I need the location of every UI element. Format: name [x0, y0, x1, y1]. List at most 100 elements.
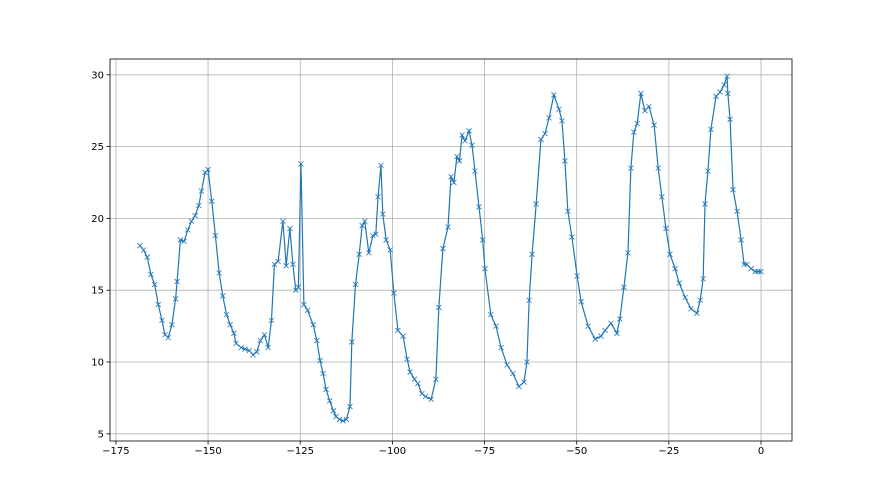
- marker: [459, 132, 465, 138]
- x-tick-label: −75: [474, 446, 495, 457]
- marker: [725, 90, 731, 97]
- marker: [651, 122, 657, 128]
- marker: [317, 357, 323, 364]
- marker: [231, 330, 237, 337]
- marker: [301, 301, 307, 308]
- marker: [569, 234, 575, 240]
- marker: [638, 90, 644, 97]
- marker: [227, 321, 233, 328]
- marker: [295, 284, 302, 291]
- y-tick-label: 30: [91, 70, 104, 81]
- marker: [565, 208, 571, 215]
- marker: [682, 294, 688, 301]
- marker: [155, 301, 162, 308]
- marker: [400, 333, 406, 339]
- x-tick-label: −150: [194, 446, 221, 457]
- marker: [253, 349, 260, 355]
- marker: [340, 418, 346, 424]
- marker: [482, 265, 488, 272]
- marker: [479, 237, 486, 243]
- marker: [177, 237, 184, 243]
- marker: [542, 130, 548, 137]
- marker: [663, 225, 669, 232]
- marker: [705, 168, 711, 174]
- marker: [551, 92, 557, 98]
- marker: [283, 263, 289, 269]
- marker: [433, 376, 439, 383]
- marker: [617, 316, 623, 322]
- marker: [516, 383, 522, 390]
- marker: [546, 115, 552, 121]
- marker: [634, 120, 640, 127]
- marker: [159, 317, 165, 324]
- marker: [304, 307, 311, 314]
- marker: [383, 237, 389, 243]
- marker: [628, 165, 634, 171]
- marker: [320, 370, 326, 377]
- marker: [721, 82, 727, 88]
- marker: [672, 265, 678, 272]
- marker: [538, 136, 544, 143]
- marker: [436, 304, 442, 311]
- marker: [380, 211, 386, 217]
- marker: [510, 370, 516, 377]
- marker: [697, 297, 703, 304]
- marker: [758, 268, 764, 275]
- marker: [521, 379, 527, 385]
- marker: [602, 327, 608, 334]
- x-tick-label: 0: [758, 446, 764, 457]
- marker: [456, 158, 463, 164]
- marker: [526, 297, 532, 304]
- marker: [454, 153, 460, 160]
- marker: [422, 393, 429, 400]
- marker: [621, 284, 627, 291]
- marker: [462, 138, 468, 144]
- marker: [445, 224, 451, 230]
- marker: [238, 344, 245, 351]
- marker: [562, 158, 568, 164]
- marker: [578, 298, 584, 305]
- y-tick-label: 15: [91, 286, 104, 297]
- marker: [280, 218, 286, 225]
- marker: [631, 129, 637, 136]
- marker: [469, 142, 475, 148]
- marker: [529, 251, 535, 258]
- marker: [185, 227, 191, 233]
- marker: [717, 89, 723, 95]
- marker: [246, 347, 253, 354]
- marker: [216, 270, 222, 276]
- marker: [524, 359, 530, 365]
- marker: [598, 333, 604, 339]
- marker: [488, 311, 494, 318]
- marker: [387, 247, 393, 253]
- marker: [366, 250, 372, 256]
- marker: [356, 251, 362, 258]
- marker: [192, 212, 198, 219]
- x-tick-label: −25: [658, 446, 679, 457]
- marker: [694, 310, 700, 316]
- marker: [592, 336, 598, 342]
- marker: [730, 186, 736, 193]
- marker: [504, 362, 510, 368]
- x-tick-label: −50: [566, 446, 587, 457]
- y-tick-label: 20: [91, 214, 104, 225]
- marker: [169, 321, 175, 328]
- marker: [298, 161, 304, 167]
- marker: [290, 261, 296, 268]
- marker: [748, 265, 754, 272]
- marker: [287, 225, 293, 232]
- marker: [144, 254, 151, 260]
- plot-frame: [109, 58, 793, 442]
- marker: [257, 337, 264, 344]
- marker: [250, 352, 256, 358]
- marker: [676, 280, 682, 286]
- marker: [708, 126, 714, 133]
- marker: [407, 369, 413, 375]
- marker: [326, 398, 333, 404]
- marker: [476, 204, 482, 210]
- marker: [646, 103, 652, 110]
- y-tick-label: 25: [91, 142, 104, 153]
- marker: [655, 165, 661, 171]
- marker: [411, 376, 418, 383]
- marker: [415, 380, 421, 387]
